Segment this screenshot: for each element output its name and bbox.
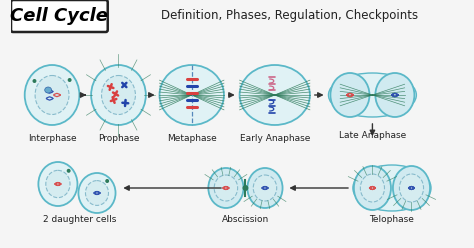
- Text: Late Anaphase: Late Anaphase: [339, 131, 406, 140]
- Text: Cell Cycle: Cell Cycle: [10, 7, 108, 25]
- Ellipse shape: [35, 75, 69, 115]
- Ellipse shape: [393, 166, 430, 210]
- Ellipse shape: [105, 179, 109, 183]
- Ellipse shape: [25, 65, 80, 125]
- Ellipse shape: [67, 169, 71, 173]
- Text: Definition, Phases, Regulation, Checkpoints: Definition, Phases, Regulation, Checkpoi…: [161, 9, 418, 23]
- Text: Abscission: Abscission: [222, 215, 269, 224]
- Ellipse shape: [45, 87, 52, 93]
- Text: Prophase: Prophase: [98, 134, 139, 143]
- Ellipse shape: [354, 166, 391, 210]
- Ellipse shape: [360, 174, 384, 202]
- Ellipse shape: [328, 73, 416, 117]
- Ellipse shape: [46, 170, 70, 198]
- Ellipse shape: [375, 73, 414, 117]
- Ellipse shape: [253, 175, 277, 201]
- Text: 2 daughter cells: 2 daughter cells: [43, 215, 116, 224]
- Ellipse shape: [101, 75, 136, 115]
- Ellipse shape: [78, 173, 116, 213]
- Ellipse shape: [85, 181, 109, 205]
- Ellipse shape: [38, 162, 77, 206]
- Text: Metaphase: Metaphase: [167, 134, 217, 143]
- Ellipse shape: [400, 174, 424, 202]
- Text: Early Anaphase: Early Anaphase: [239, 134, 310, 143]
- Ellipse shape: [330, 73, 370, 117]
- Ellipse shape: [247, 168, 283, 208]
- Text: Telophase: Telophase: [370, 215, 414, 224]
- Ellipse shape: [209, 168, 244, 208]
- Ellipse shape: [239, 65, 310, 125]
- Ellipse shape: [214, 175, 237, 201]
- Ellipse shape: [91, 65, 146, 125]
- Text: Interphase: Interphase: [28, 134, 76, 143]
- Ellipse shape: [33, 79, 36, 83]
- Ellipse shape: [159, 65, 224, 125]
- Ellipse shape: [353, 165, 431, 211]
- Ellipse shape: [68, 78, 72, 82]
- Ellipse shape: [243, 185, 248, 191]
- FancyBboxPatch shape: [11, 0, 108, 32]
